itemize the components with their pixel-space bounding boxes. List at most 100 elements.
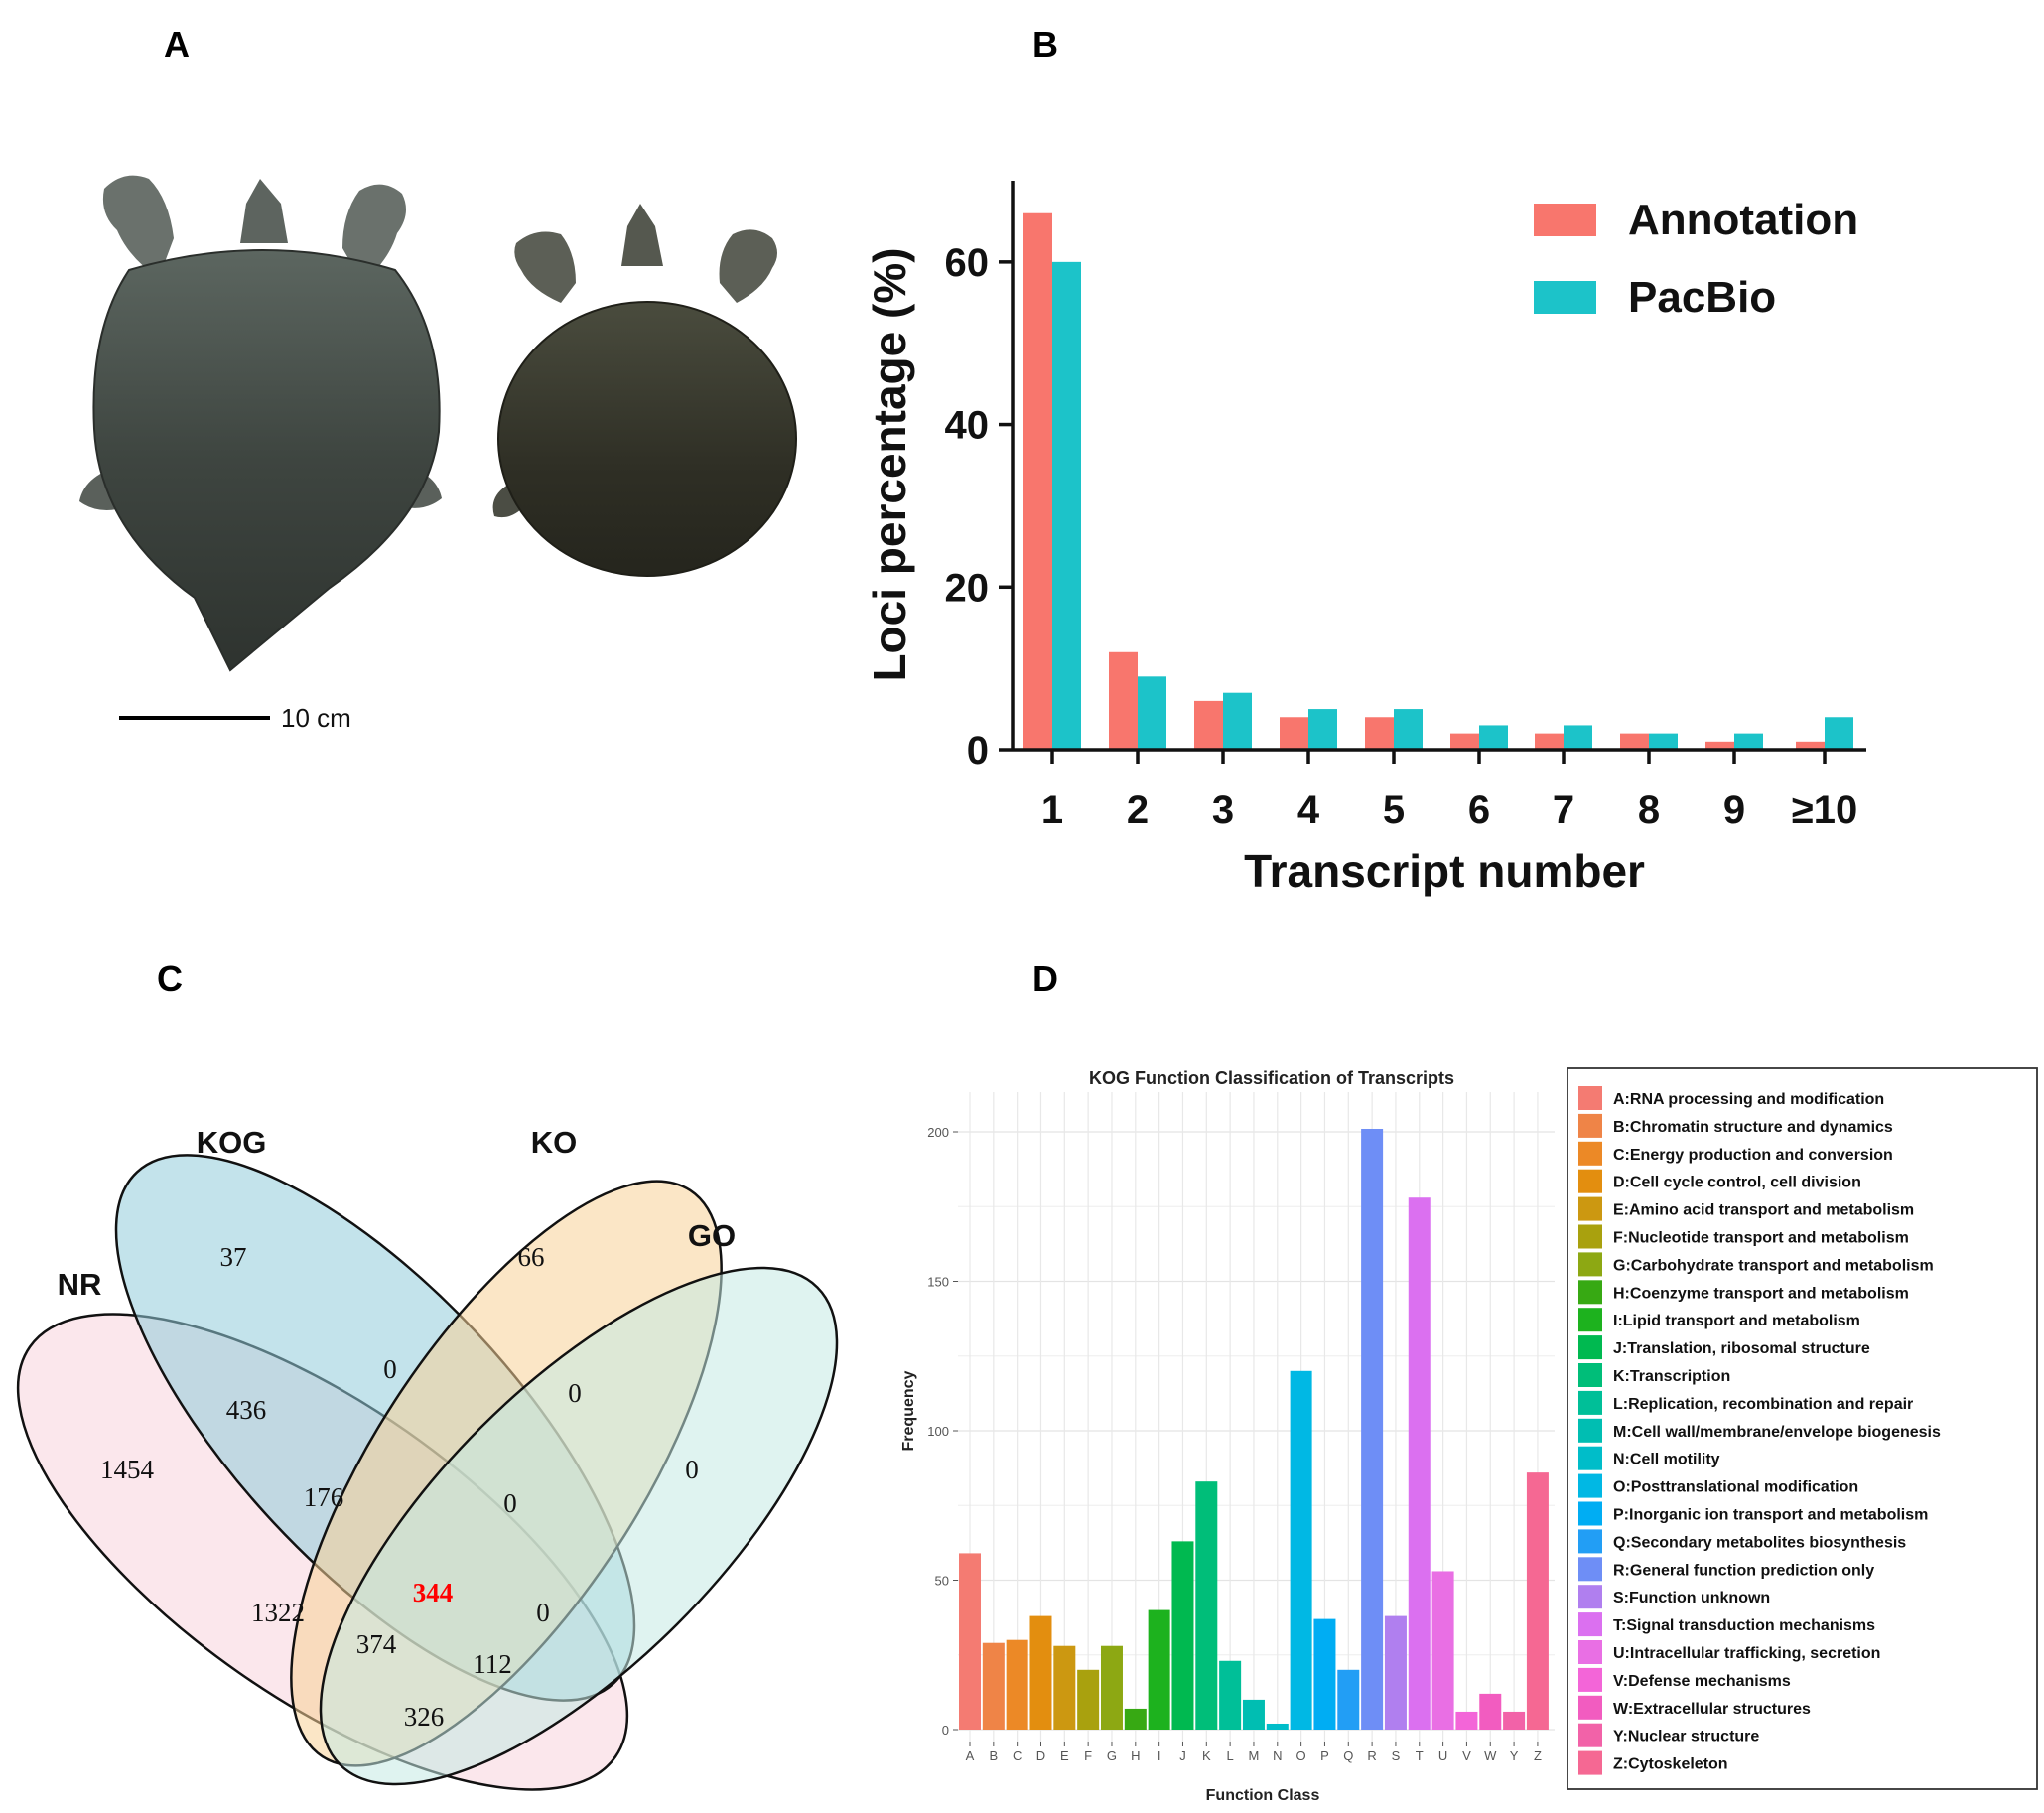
- legend-swatch-h: [1578, 1280, 1602, 1305]
- venn-count-all-sets: 344: [413, 1578, 454, 1607]
- bar-pacbio-3: [1223, 692, 1252, 750]
- legend-swatch-n: [1578, 1446, 1602, 1470]
- x-tick-label: B: [989, 1748, 998, 1763]
- legend-box: [1567, 1067, 2038, 1790]
- bar-kog-j: [1171, 1541, 1194, 1730]
- x-tick-label: 5: [1383, 788, 1405, 832]
- bar-annotation-5: [1365, 717, 1394, 750]
- venn-region-count: 0: [536, 1598, 550, 1627]
- bar-kog-z: [1526, 1472, 1549, 1730]
- turtle-large-front-left-flipper: [102, 175, 174, 278]
- venn-set-go-ellipse: [319, 1266, 839, 1786]
- legend-swatch-o: [1578, 1473, 1602, 1498]
- turtle-small-front-left-flipper: [514, 231, 576, 303]
- turtle-small-rear-left-flipper: [492, 485, 526, 518]
- legend-swatch-f: [1578, 1224, 1602, 1249]
- turtle-large-photo: [79, 175, 442, 672]
- panel-label-c: C: [157, 958, 183, 999]
- venn-region-count: 326: [404, 1702, 445, 1732]
- x-tick-label: D: [1036, 1748, 1045, 1763]
- bar-annotation-2: [1109, 651, 1138, 750]
- bar-pacbio-10: [1825, 717, 1853, 750]
- legend-swatch-v: [1578, 1667, 1602, 1692]
- y-axis-title: Frequency: [900, 1370, 917, 1451]
- bar-pacbio-6: [1479, 725, 1508, 750]
- x-tick-label: F: [1084, 1748, 1092, 1763]
- x-tick-label: 2: [1127, 788, 1149, 832]
- turtle-large-front-right-flipper: [342, 184, 406, 283]
- y-tick-label: 150: [927, 1275, 949, 1290]
- legend-swatch-k: [1578, 1363, 1602, 1387]
- x-tick-label: G: [1107, 1748, 1117, 1763]
- bar-kog-y: [1503, 1711, 1526, 1730]
- x-tick-label: C: [1013, 1748, 1022, 1763]
- bar-kog-e: [1053, 1645, 1076, 1730]
- x-tick-label: A: [966, 1748, 975, 1763]
- legend-label-pacbio: PacBio: [1628, 273, 1776, 322]
- legend-swatch-a: [1578, 1086, 1602, 1110]
- x-axis-title: Function Class: [1206, 1787, 1320, 1804]
- legend-label-v: V:Defense mechanisms: [1613, 1673, 1791, 1690]
- bar-kog-o: [1290, 1370, 1312, 1730]
- x-tick-label: W: [1484, 1748, 1497, 1763]
- bar-kog-l: [1219, 1660, 1242, 1730]
- bar-kog-k: [1195, 1481, 1218, 1730]
- legend-swatch-z: [1578, 1750, 1602, 1775]
- bar-kog-g: [1100, 1645, 1123, 1730]
- bar-pacbio-9: [1734, 733, 1763, 750]
- x-tick-label: T: [1416, 1748, 1424, 1763]
- x-tick-label: L: [1227, 1748, 1234, 1763]
- venn-set-label-nr: NR: [58, 1267, 102, 1302]
- x-tick-label: S: [1392, 1748, 1401, 1763]
- bar-kog-i: [1148, 1609, 1170, 1730]
- legend-label-l: L:Replication, recombination and repair: [1613, 1396, 1913, 1413]
- scale-bar-label: 10 cm: [281, 703, 351, 733]
- legend-swatch-e: [1578, 1196, 1602, 1221]
- x-tick-label: J: [1179, 1748, 1186, 1763]
- legend-label-annotation: Annotation: [1628, 196, 1858, 244]
- legend-label-d: D:Cell cycle control, cell division: [1613, 1175, 1861, 1191]
- x-tick-label: 6: [1468, 788, 1490, 832]
- y-tick-label: 0: [942, 1723, 949, 1738]
- legend-label-e: E:Amino acid transport and metabolism: [1613, 1202, 1914, 1219]
- y-tick-label: 0: [967, 729, 989, 772]
- legend-label-p: P:Inorganic ion transport and metabolism: [1613, 1507, 1928, 1524]
- venn-region-count: 37: [220, 1242, 247, 1272]
- turtle-large-head: [240, 179, 288, 243]
- panel-label-a: A: [164, 24, 190, 65]
- bar-kog-u: [1431, 1571, 1454, 1730]
- venn-region-count: 1322: [251, 1598, 305, 1627]
- legend-swatch-m: [1578, 1418, 1602, 1443]
- venn-region-count: 436: [226, 1395, 267, 1425]
- x-tick-label: Y: [1510, 1748, 1519, 1763]
- x-tick-label: R: [1367, 1748, 1376, 1763]
- scale-bar: 10 cm: [119, 703, 351, 733]
- y-tick-label: 100: [927, 1424, 949, 1439]
- legend-swatch-s: [1578, 1585, 1602, 1609]
- legend-label-y: Y:Nuclear structure: [1613, 1729, 1759, 1745]
- venn-region-count: 0: [685, 1455, 699, 1484]
- bar-pacbio-5: [1394, 709, 1423, 750]
- x-tick-label: H: [1131, 1748, 1140, 1763]
- venn-region-count: 1454: [100, 1455, 155, 1484]
- legend-label-j: J:Translation, ribosomal structure: [1613, 1340, 1870, 1357]
- bar-pacbio-7: [1564, 725, 1592, 750]
- x-tick-label: 4: [1297, 788, 1320, 832]
- x-tick-label: P: [1320, 1748, 1329, 1763]
- venn-region-count: 66: [518, 1242, 545, 1272]
- turtle-small-carapace: [497, 301, 797, 577]
- legend-label-i: I:Lipid transport and metabolism: [1613, 1313, 1860, 1329]
- panel-label-b: B: [1032, 24, 1058, 65]
- y-tick-label: 40: [945, 404, 990, 448]
- turtle-small-front-right-flipper: [719, 229, 777, 303]
- legend-label-t: T:Signal transduction mechanisms: [1613, 1617, 1875, 1634]
- bar-annotation-9: [1705, 741, 1734, 750]
- bar-kog-w: [1479, 1693, 1502, 1730]
- bar-kog-c: [1006, 1639, 1028, 1730]
- bar-annotation-1: [1023, 212, 1052, 750]
- bar-kog-r: [1361, 1128, 1384, 1730]
- chart-title: KOG Function Classification of Transcrip…: [1089, 1068, 1454, 1088]
- turtle-small-photo: [492, 204, 797, 577]
- x-tick-label: M: [1249, 1748, 1260, 1763]
- kog-classification-bar-chart: A B C D E F G H I J K L M N O P Q R S T U V W Y Z 0 50 100 150 200 KOG…: [900, 1067, 2038, 1804]
